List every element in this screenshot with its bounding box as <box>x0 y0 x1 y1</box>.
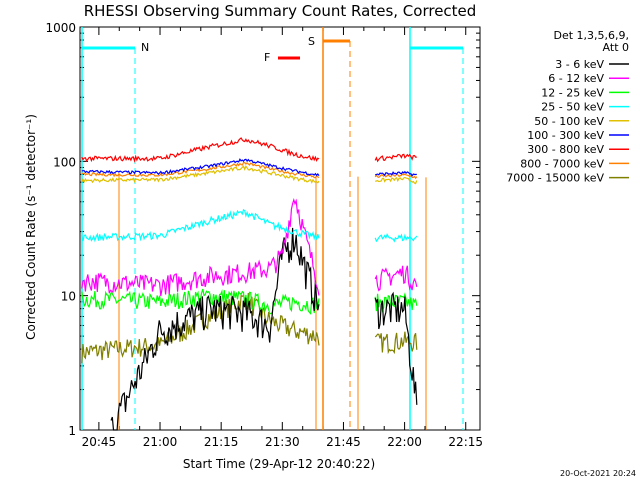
legend-entry-label: 12 - 25 keV <box>541 86 604 99</box>
series-line <box>81 158 320 177</box>
series-line <box>374 170 417 177</box>
legend-entry-label: 100 - 300 keV <box>527 129 604 142</box>
series-line <box>374 153 417 163</box>
series-line <box>374 292 418 313</box>
series-line <box>374 173 418 180</box>
x-axis-label: Start Time (29-Apr-12 20:40:22) <box>183 457 375 471</box>
x-tick-label: 21:30 <box>265 435 300 449</box>
legend-entry-label: 800 - 7000 keV <box>520 157 604 170</box>
series-line <box>374 233 418 243</box>
legend-entry-label: 300 - 800 keV <box>527 143 604 156</box>
y-tick-label: 10 <box>61 290 76 304</box>
y-tick-label: 1 <box>68 424 76 438</box>
y-tick-label: 1000 <box>45 21 76 35</box>
legend-title: Att 0 <box>603 41 629 54</box>
legend-entry-label: 3 - 6 keV <box>555 58 604 71</box>
plot-frame <box>79 26 481 431</box>
x-tick-label: 21:15 <box>204 435 239 449</box>
series-line <box>375 176 418 185</box>
x-tick-label: 22:00 <box>387 435 422 449</box>
series-line <box>110 227 320 431</box>
series-line <box>81 198 320 297</box>
legend-entry-label: 25 - 50 keV <box>541 101 604 114</box>
flare-marker-label: F <box>264 51 270 64</box>
legend-entry-label: 7000 - 15000 keV <box>506 172 604 185</box>
x-tick-label: 21:45 <box>326 435 361 449</box>
x-tick-label: 20:45 <box>82 435 117 449</box>
series-line <box>81 208 320 243</box>
legend-entry-label: 50 - 100 keV <box>534 115 604 128</box>
y-axis-label: Corrected Count Rate (s⁻¹ detector⁻¹) <box>24 114 38 340</box>
series-line <box>374 265 418 292</box>
chart-title: RHESSI Observing Summary Count Rates, Co… <box>84 2 477 20</box>
footer-date: 20-Oct-2021 20:24 <box>560 469 636 478</box>
legend-entry-label: 6 - 12 keV <box>548 72 604 85</box>
y-tick-label: 100 <box>53 155 76 169</box>
series-line <box>374 291 418 405</box>
series-line <box>81 161 320 179</box>
series-line <box>81 165 320 184</box>
x-tick-label: 22:15 <box>448 435 483 449</box>
saa-marker-label: S <box>308 35 315 48</box>
night-marker-label: N <box>141 41 149 54</box>
x-tick-label: 21:00 <box>143 435 178 449</box>
series-line <box>81 137 320 163</box>
legend-title: Det 1,3,5,6,9, <box>553 29 629 42</box>
series-line <box>374 331 418 355</box>
